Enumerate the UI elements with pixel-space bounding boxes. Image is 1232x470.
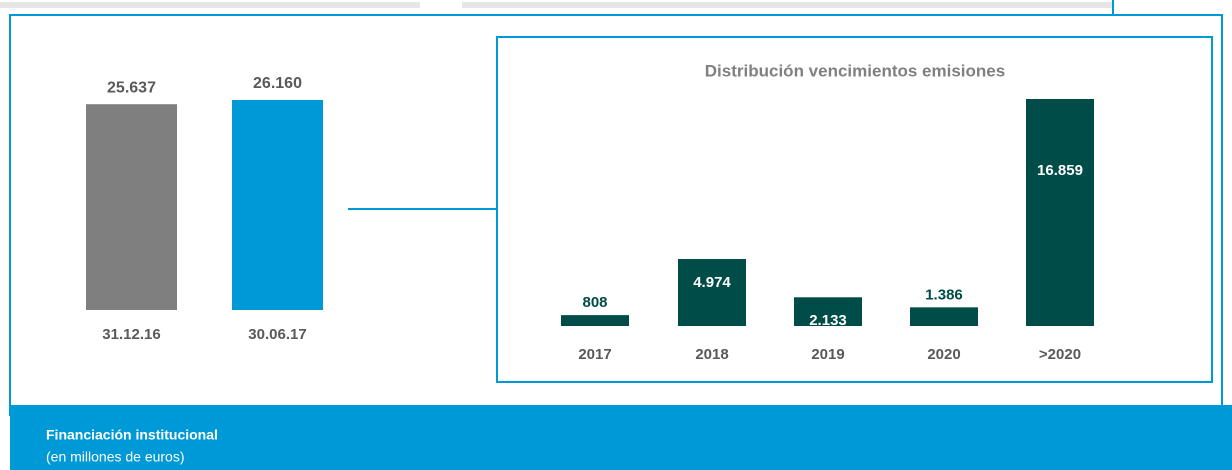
x-tick-label: 2019 bbox=[811, 346, 844, 363]
top-strip bbox=[0, 2, 420, 8]
value-label: 4.974 bbox=[693, 274, 731, 291]
x-tick-label: 2018 bbox=[695, 346, 728, 363]
value-label: 1.386 bbox=[925, 286, 963, 303]
bar bbox=[232, 100, 323, 310]
footer-subtitle: (en millones de euros) bbox=[46, 449, 185, 465]
value-label: 2.133 bbox=[809, 312, 847, 329]
value-label: 25.637 bbox=[107, 79, 156, 96]
bar bbox=[1026, 99, 1094, 326]
x-tick-label: >2020 bbox=[1039, 346, 1081, 363]
bar bbox=[86, 104, 177, 310]
bar bbox=[561, 315, 629, 326]
footer-band bbox=[10, 405, 1232, 470]
top-strip bbox=[462, 2, 1112, 8]
value-label: 26.160 bbox=[253, 75, 302, 92]
x-tick-label: 30.06.17 bbox=[248, 326, 306, 343]
footer-title: Financiación institucional bbox=[46, 427, 218, 443]
x-tick-label: 31.12.16 bbox=[102, 326, 160, 343]
inset-box bbox=[496, 36, 1213, 383]
bar bbox=[678, 259, 746, 326]
x-tick-label: 2017 bbox=[578, 346, 611, 363]
chart-title: Distribución vencimientos emisiones bbox=[705, 61, 1005, 80]
x-tick-label: 2020 bbox=[927, 346, 960, 363]
bar bbox=[794, 297, 862, 326]
value-label: 16.859 bbox=[1037, 162, 1083, 179]
value-label: 808 bbox=[582, 294, 607, 311]
bar bbox=[910, 307, 978, 326]
